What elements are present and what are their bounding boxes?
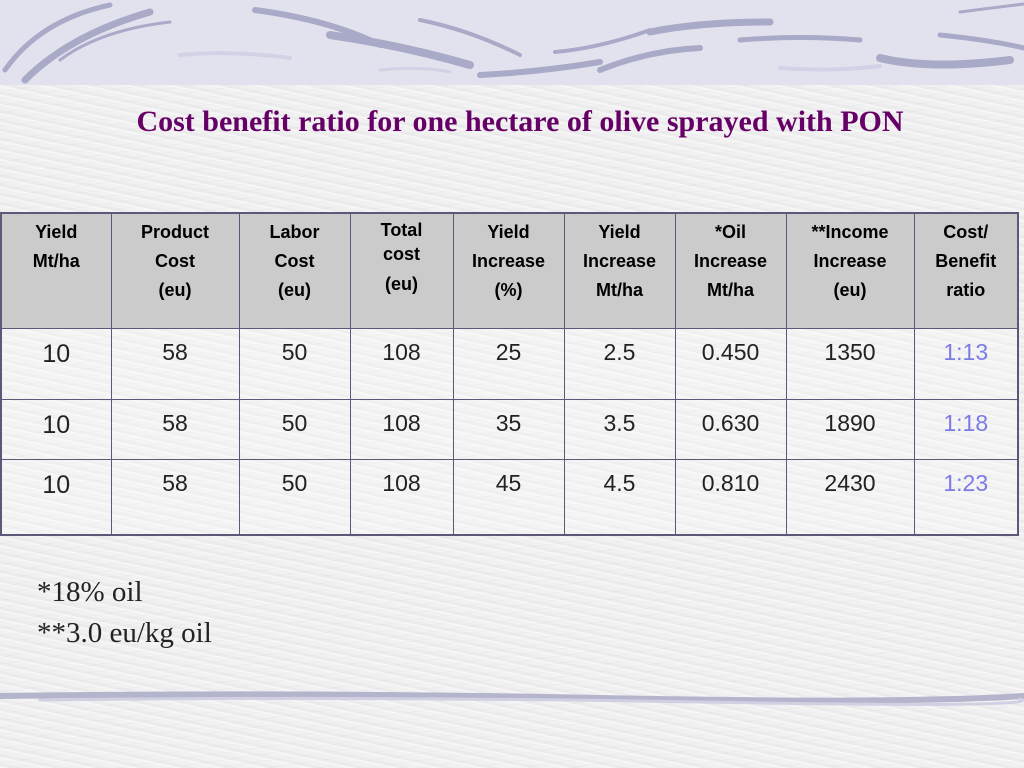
- header-cost-benefit-ratio: Cost/Benefit ratio: [913, 212, 1019, 329]
- cell-total-cost: 108: [349, 398, 454, 460]
- cell-income-increase: 2430: [785, 458, 915, 536]
- cell-income-increase: 1350: [785, 327, 915, 400]
- table-row: 10 58 50 108 35 3.5 0.630 1890 1:18: [0, 398, 1019, 460]
- cell-yield: 10: [0, 327, 112, 400]
- header-income-increase: **Income Increase (eu): [785, 212, 915, 329]
- cell-product-cost: 58: [110, 458, 240, 536]
- decorative-top-banner: [0, 0, 1024, 85]
- cell-labor-cost: 50: [238, 458, 351, 536]
- swirl-decoration-icon: [2, 2, 1024, 84]
- cell-yield-increase-pct: 25: [452, 327, 565, 400]
- cell-yield: 10: [0, 458, 112, 536]
- footnote-price: **3.0 eu/kg oil: [37, 617, 212, 649]
- footnotes: *18% oil **3.0 eu/kg oil: [37, 572, 212, 654]
- cell-product-cost: 58: [110, 398, 240, 460]
- cell-oil-increase: 0.450: [674, 327, 787, 400]
- page-title: Cost benefit ratio for one hectare of ol…: [136, 105, 904, 138]
- cell-cost-benefit-ratio: 1:13: [913, 327, 1019, 400]
- cell-yield-increase-mt: 2.5: [563, 327, 676, 400]
- cell-total-cost: 108: [349, 327, 454, 400]
- cell-yield-increase-pct: 35: [452, 398, 565, 460]
- header-oil-increase: *Oil Increase Mt/ha: [674, 212, 787, 329]
- cell-income-increase: 1890: [785, 398, 915, 460]
- table-row: 10 58 50 108 25 2.5 0.450 1350 1:13: [0, 327, 1019, 400]
- cell-cost-benefit-ratio: 1:18: [913, 398, 1019, 460]
- cell-yield-increase-pct: 45: [452, 458, 565, 536]
- cell-yield: 10: [0, 398, 112, 460]
- header-product-cost: Product Cost (eu): [110, 212, 240, 329]
- header-yield-increase-pct: Yield Increase (%): [452, 212, 565, 329]
- cell-total-cost: 108: [349, 458, 454, 536]
- cell-product-cost: 58: [110, 327, 240, 400]
- header-total-cost: Total cost (eu): [349, 212, 454, 329]
- cell-yield-increase-mt: 3.5: [563, 398, 676, 460]
- table-header-row: Yield Mt/ha Product Cost (eu) Labor Cost (eu)…: [0, 212, 1019, 329]
- table-row: 10 58 50 108 45 4.5 0.810 2430 1:23: [0, 458, 1019, 536]
- footnote-oil: *18% oil: [37, 576, 143, 608]
- cell-oil-increase: 0.630: [674, 398, 787, 460]
- header-yield: Yield Mt/ha: [0, 212, 112, 329]
- decorative-bottom-swoosh: [0, 691, 1024, 706]
- cell-oil-increase: 0.810: [674, 458, 787, 536]
- cell-cost-benefit-ratio: 1:23: [913, 458, 1019, 536]
- cell-yield-increase-mt: 4.5: [563, 458, 676, 536]
- cost-benefit-table: Yield Mt/ha Product Cost (eu) Labor Cost (eu)…: [0, 212, 1019, 536]
- header-labor-cost: Labor Cost (eu): [238, 212, 351, 329]
- header-yield-increase-mt: Yield Increase Mt/ha: [563, 212, 676, 329]
- cell-labor-cost: 50: [238, 327, 351, 400]
- cell-labor-cost: 50: [238, 398, 351, 460]
